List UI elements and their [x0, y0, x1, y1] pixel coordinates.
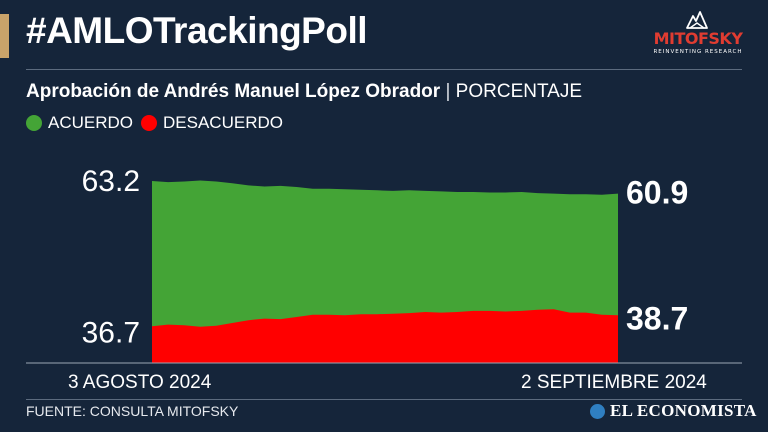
legend-dot-desacuerdo: [141, 115, 158, 131]
subtitle-separator: |: [440, 81, 456, 102]
el-economista-globe-icon: [590, 403, 605, 419]
logo-tagline: REINVENTING RESEARCH: [653, 49, 743, 55]
legend: ACUERDO DESACUERDO: [26, 113, 291, 133]
page-title: #AMLOTrackingPoll: [26, 10, 368, 51]
logo-name: MITOFSKY: [653, 29, 743, 48]
subtitle-unit: PORCENTAJE: [455, 81, 583, 102]
mitofsky-logo: MITOFSKY REINVENTING RESEARCH: [652, 10, 744, 62]
footer-brand: EL ECONOMISTA: [590, 401, 757, 421]
top-divider: [26, 69, 742, 70]
subtitle-main: Aprobación de Andrés Manuel López Obrado…: [26, 81, 441, 102]
title-accent-bar: [0, 14, 9, 58]
legend-item-desacuerdo: DESACUERDO: [141, 113, 283, 133]
x-end-label: 2 SEPTIEMBRE 2024: [521, 372, 707, 393]
area-desacuerdo: [152, 309, 618, 363]
legend-item-acuerdo: ACUERDO: [26, 113, 133, 133]
legend-label-acuerdo: ACUERDO: [48, 113, 134, 132]
y-tick-label-top: 63.2: [82, 165, 140, 198]
mitofsky-emblem-icon: [686, 11, 708, 29]
y-tick-label-bottom: 36.7: [82, 316, 140, 349]
end-label-desacuerdo: 38.7: [626, 300, 688, 336]
chart-subtitle: Aprobación de Andrés Manuel López Obrado…: [26, 81, 582, 103]
footer-divider: [26, 399, 742, 400]
brand-name: EL ECONOMISTA: [610, 401, 757, 420]
legend-label-desacuerdo: DESACUERDO: [163, 113, 283, 132]
end-label-acuerdo: 60.9: [626, 175, 688, 211]
footer-source: FUENTE: CONSULTA MITOFSKY: [26, 403, 239, 419]
legend-dot-acuerdo: [26, 115, 42, 131]
x-start-label: 3 AGOSTO 2024: [68, 372, 212, 393]
